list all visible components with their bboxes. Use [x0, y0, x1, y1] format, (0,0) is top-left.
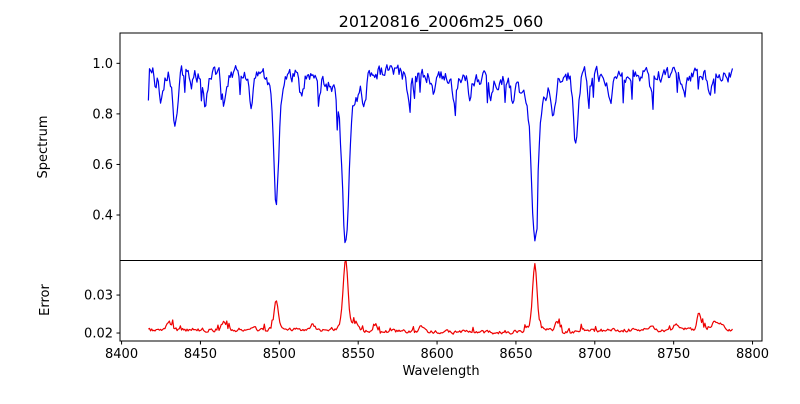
spectrum-y-tick-label: 0.8 [92, 107, 113, 122]
spectrum-line [147, 64, 734, 244]
spectrum-y-tick-label: 0.4 [92, 209, 113, 224]
spectrum-y-tick-label: 0.6 [92, 158, 113, 173]
x-tick-label: 8800 [736, 347, 769, 362]
error-panel-frame [119, 260, 763, 342]
error-y-tick-label: 0.03 [84, 289, 113, 304]
x-tick-label: 8400 [105, 347, 138, 362]
error-y-axis-label: Error [38, 284, 53, 316]
x-tick-label: 8600 [421, 347, 454, 362]
x-tick-label: 8550 [342, 347, 375, 362]
spectrum-y-tick-label: 1.0 [92, 57, 113, 72]
spectrum-panel-frame [119, 32, 763, 261]
chart-title: 20120816_2006m25_060 [339, 12, 544, 32]
error-line-group [148, 260, 733, 335]
error-line [148, 260, 733, 335]
x-tick-label: 8450 [184, 347, 217, 362]
x-tick-label: 8700 [578, 347, 611, 362]
x-axis-label: Wavelength [402, 364, 479, 379]
x-tick-label: 8750 [657, 347, 690, 362]
x-tick-label: 8650 [499, 347, 532, 362]
error-y-tick-label: 0.02 [84, 327, 113, 342]
x-tick-label: 8500 [263, 347, 296, 362]
spectrum-y-axis-label: Spectrum [36, 116, 51, 179]
spectrum-line-group [147, 64, 734, 244]
plot-content: 0.4 0.6 0.8 1.0 0.02 0.03 8400 8450 8500 8550 8600… [84, 32, 769, 362]
